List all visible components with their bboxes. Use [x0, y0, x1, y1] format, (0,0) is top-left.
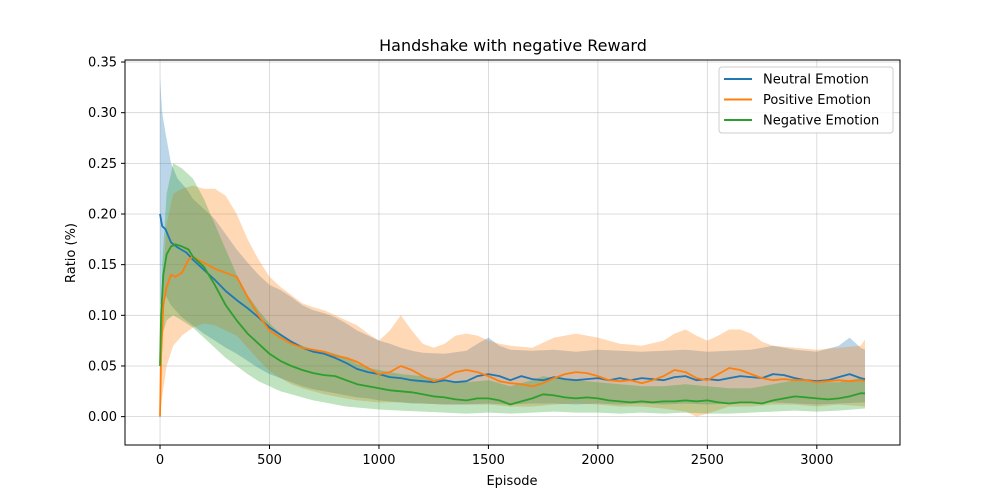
- neutral-emotion-band: [160, 77, 865, 405]
- positive-emotion-line: [159, 255, 866, 417]
- legend-entries: Neutral Emotion Positive Emotion Negative …: [724, 73, 879, 129]
- y-axis-ticks: 0.00 0.05 0.10 0.15 0.20 0.25 0.30 0.35: [88, 56, 125, 425]
- y-tick-label: 0.00: [88, 410, 117, 425]
- negative-emotion-line: [159, 243, 865, 406]
- neutral-emotion-legend-label: Neutral Emotion: [763, 73, 869, 88]
- negative-emotion-legend-label: Negative Emotion: [763, 114, 879, 129]
- y-axis-title: Ratio (%): [64, 223, 79, 283]
- x-tick-label: 3000: [800, 453, 833, 468]
- x-tick-label: 2500: [691, 453, 724, 468]
- negative-emotion-band: [160, 163, 865, 414]
- y-tick-label: 0.10: [88, 309, 117, 324]
- x-axis-title: Episode: [486, 474, 537, 489]
- x-tick-label: 0: [156, 453, 164, 468]
- series-lines: [159, 213, 866, 417]
- y-tick-label: 0.35: [88, 56, 117, 71]
- y-tick-label: 0.20: [88, 208, 117, 223]
- x-tick-label: 2000: [581, 453, 614, 468]
- chart-title: Handshake with negative Reward: [379, 36, 647, 55]
- x-tick-label: 500: [257, 453, 282, 468]
- grid-lines: [125, 60, 900, 445]
- x-tick-label: 1000: [362, 453, 395, 468]
- legend: Neutral Emotion Positive Emotion Negative …: [718, 66, 894, 134]
- legend-box: [718, 66, 894, 134]
- y-tick-label: 0.25: [88, 157, 117, 172]
- x-axis-ticks: 0 500 1000 1500 2000 2500 3000: [156, 445, 833, 468]
- neutral-emotion-line: [159, 213, 866, 384]
- positive-emotion-legend-label: Positive Emotion: [763, 93, 871, 108]
- plot-frame: [124, 59, 901, 446]
- y-tick-label: 0.05: [88, 359, 117, 374]
- x-tick-label: 1500: [472, 453, 505, 468]
- y-tick-label: 0.30: [88, 106, 117, 121]
- y-tick-label: 0.15: [88, 258, 117, 273]
